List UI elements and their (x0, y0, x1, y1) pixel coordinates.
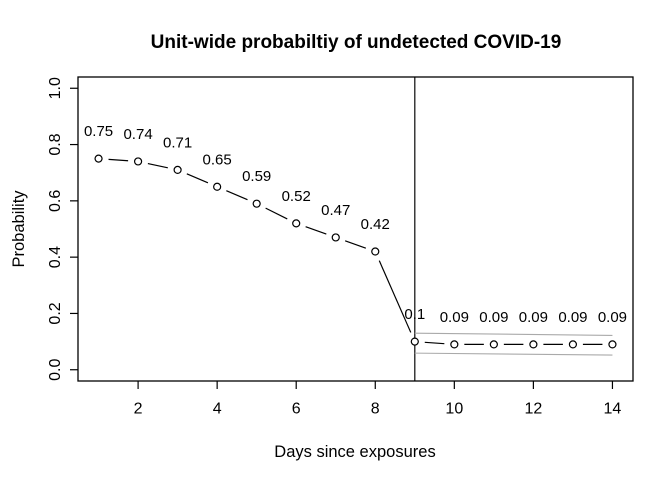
point-label: 0.59 (242, 168, 271, 185)
x-tick-label: 8 (371, 401, 380, 418)
data-point (410, 337, 419, 346)
data-point (608, 340, 617, 349)
data-point (252, 199, 261, 208)
series-segment (424, 341, 445, 345)
point-label: 0.75 (84, 123, 113, 140)
data-point (371, 247, 380, 256)
data-point (568, 340, 578, 349)
ci-lower-line (414, 352, 613, 356)
x-tick-label: 10 (445, 401, 463, 418)
x-tick-label: 2 (134, 401, 143, 418)
chart-title: Unit-wide probabiltiy of undetected COVI… (151, 32, 562, 53)
point-label: 0.65 (203, 151, 232, 168)
ci-upper-line (414, 332, 613, 336)
point-label: 0.71 (163, 134, 192, 151)
point-label: 0.09 (519, 309, 548, 326)
data-point (173, 165, 182, 174)
x-tick-label: 12 (524, 401, 542, 418)
point-label: 0.47 (321, 202, 350, 219)
x-axis-label: Days since exposures (274, 443, 435, 461)
plot-box (77, 76, 634, 382)
point-label: 0.09 (479, 309, 508, 326)
series-segment (186, 173, 209, 184)
chart-render-layer: 0.75 0.74 0.710.650.590.520.470.420.1 0.09 0… (47, 76, 634, 418)
point-label: 0.1 (404, 306, 425, 323)
y-tick-label: 1.0 (47, 77, 64, 99)
series-segment (226, 190, 248, 201)
series-segment (344, 240, 367, 249)
point-label: 0.09 (558, 309, 587, 326)
x-tick-label: 4 (213, 401, 222, 418)
point-label: 0.09 (440, 309, 469, 326)
data-point (489, 340, 498, 349)
x-tick-label: 6 (292, 401, 301, 418)
data-point (450, 340, 459, 349)
y-tick-label: 0.8 (47, 133, 64, 155)
x-tick-label: 14 (604, 401, 622, 418)
y-tick-label: 0.4 (47, 246, 64, 268)
point-label: 0.52 (282, 188, 311, 205)
series-segment (265, 207, 288, 220)
data-point (529, 340, 538, 349)
series-segment (147, 162, 168, 169)
y-axis-label: Probability (10, 190, 28, 268)
point-label: 0.74 (123, 126, 152, 143)
data-point (213, 182, 222, 191)
data-point (331, 233, 340, 242)
y-tick-label: 0.0 (47, 359, 64, 381)
data-point (94, 154, 103, 163)
y-tick-label: 0.6 (47, 190, 64, 212)
data-point (133, 157, 143, 166)
series-segment (305, 226, 327, 235)
series-segment (378, 260, 412, 333)
point-label: 0.42 (361, 216, 390, 233)
point-label: 0.09 (598, 309, 627, 326)
series-segment (108, 158, 129, 162)
y-tick-label: 0.2 (47, 302, 64, 324)
data-point (292, 219, 301, 228)
